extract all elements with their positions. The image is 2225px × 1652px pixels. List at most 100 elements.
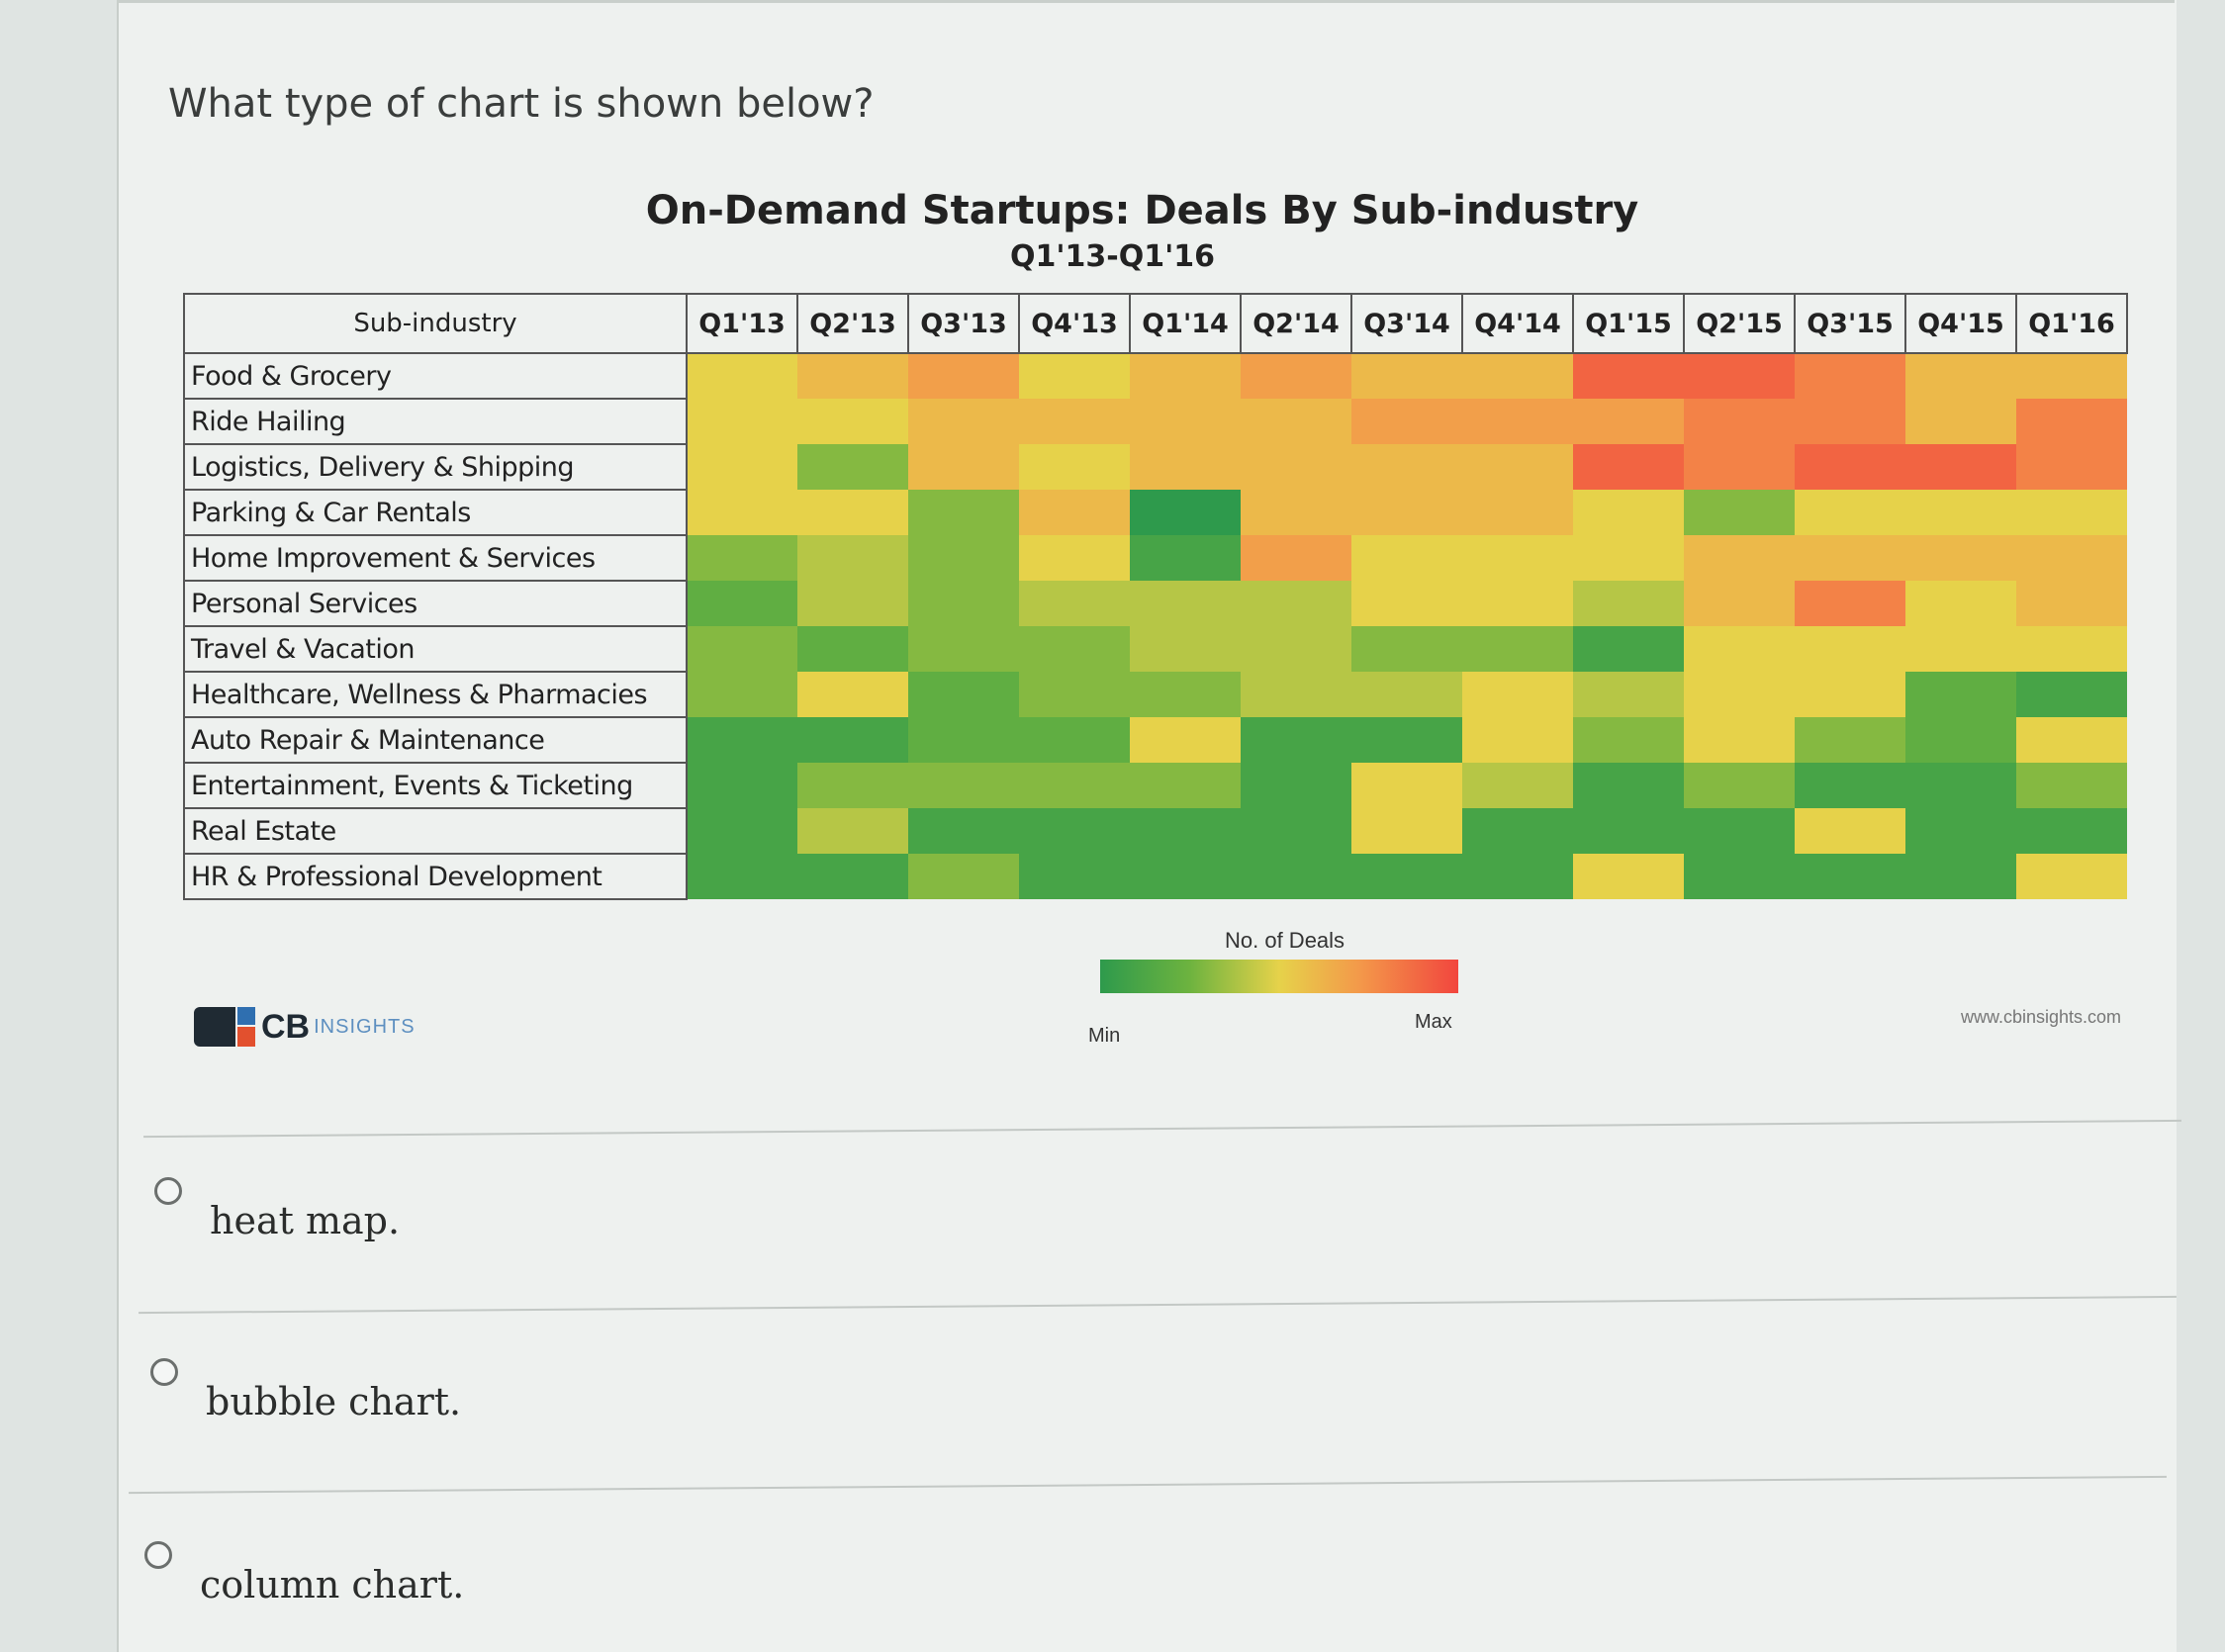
row-label: Parking & Car Rentals: [183, 489, 688, 536]
option-label[interactable]: column chart.: [200, 1563, 465, 1606]
heat-cell: [1684, 490, 1795, 535]
heat-cell: [1019, 490, 1130, 535]
option-column-chart[interactable]: column chart.: [144, 1541, 464, 1606]
heat-cell: [1573, 399, 1684, 444]
row-label: HR & Professional Development: [183, 853, 688, 900]
heat-cell: [1684, 717, 1795, 763]
panel-top-border: [117, 0, 2175, 3]
heat-cell: [908, 535, 1019, 581]
row-header: Sub-industry: [183, 293, 688, 354]
heat-cell: [687, 399, 797, 444]
heatmap-row: Home Improvement & Services: [183, 534, 2127, 582]
column-header: Q2'13: [796, 293, 909, 354]
column-header: Q1'16: [2015, 293, 2128, 354]
heat-cell: [797, 717, 908, 763]
heat-cell: [1795, 581, 1905, 626]
heat-cell: [1241, 490, 1351, 535]
heat-cell: [687, 581, 797, 626]
heat-cell: [1130, 535, 1241, 581]
heat-cell: [1462, 854, 1573, 899]
heat-cell: [1351, 444, 1462, 490]
heat-cell: [1462, 490, 1573, 535]
heat-cell: [1351, 763, 1462, 808]
heat-cell: [687, 626, 797, 672]
heat-cell: [797, 490, 908, 535]
heat-cell: [1573, 717, 1684, 763]
heat-cell: [797, 444, 908, 490]
heat-cell: [908, 444, 1019, 490]
heat-cell: [1130, 672, 1241, 717]
option-label[interactable]: bubble chart.: [206, 1380, 462, 1423]
heat-cell: [2016, 626, 2127, 672]
heat-cell: [687, 353, 797, 399]
heat-cell: [1462, 444, 1573, 490]
heat-cell: [687, 763, 797, 808]
heat-cell: [1905, 808, 2016, 854]
heat-cell: [1795, 717, 1905, 763]
heat-cell: [1905, 399, 2016, 444]
heat-cell: [1130, 854, 1241, 899]
radio-button[interactable]: [150, 1358, 178, 1386]
radio-button[interactable]: [154, 1177, 182, 1205]
heat-cell: [1462, 581, 1573, 626]
heat-cell: [687, 717, 797, 763]
heat-cell: [1351, 854, 1462, 899]
heat-cell: [1795, 626, 1905, 672]
heat-cell: [1905, 444, 2016, 490]
logo-text-bold: CB: [261, 1007, 311, 1046]
heat-cell: [1019, 444, 1130, 490]
heat-cell: [797, 535, 908, 581]
heat-cell: [1241, 808, 1351, 854]
heat-cell: [908, 399, 1019, 444]
heat-cell: [1573, 626, 1684, 672]
heat-cell: [1019, 353, 1130, 399]
heatmap-row: Real Estate: [183, 807, 2127, 855]
heat-cell: [1241, 444, 1351, 490]
heat-cell: [1905, 535, 2016, 581]
heat-cell: [1019, 854, 1130, 899]
heat-cell: [1130, 581, 1241, 626]
heat-cell: [1130, 717, 1241, 763]
heat-cell: [1351, 399, 1462, 444]
column-header: Q4'13: [1018, 293, 1131, 354]
heat-cell: [908, 854, 1019, 899]
heat-cell: [1684, 854, 1795, 899]
heat-cell: [908, 353, 1019, 399]
heat-cell: [1795, 444, 1905, 490]
heatmap-row: Parking & Car Rentals: [183, 489, 2127, 536]
heat-cell: [2016, 490, 2127, 535]
option-heat-map[interactable]: heat map.: [154, 1177, 400, 1242]
heat-cell: [1351, 808, 1462, 854]
heat-cell: [1795, 399, 1905, 444]
heat-cell: [687, 854, 797, 899]
heat-cell: [1241, 353, 1351, 399]
heatmap-body: Food & Grocery Ride Hailing Logistics, Del…: [183, 352, 2127, 900]
heat-cell: [1130, 626, 1241, 672]
heat-cell: [908, 626, 1019, 672]
heat-cell: [1684, 444, 1795, 490]
heat-cell: [1573, 672, 1684, 717]
heat-cell: [1573, 535, 1684, 581]
heatmap-row: HR & Professional Development: [183, 853, 2127, 900]
heat-cell: [1684, 535, 1795, 581]
radio-button[interactable]: [144, 1541, 172, 1569]
heatmap-row: Logistics, Delivery & Shipping: [183, 443, 2127, 491]
heat-cell: [687, 490, 797, 535]
heat-cell: [2016, 763, 2127, 808]
heat-cell: [1241, 535, 1351, 581]
row-label: Logistics, Delivery & Shipping: [183, 443, 688, 491]
heat-cell: [908, 808, 1019, 854]
heat-cell: [1684, 399, 1795, 444]
cb-insights-logo-icon: [194, 1007, 257, 1047]
option-label[interactable]: heat map.: [210, 1199, 401, 1242]
heat-cell: [1019, 717, 1130, 763]
option-bubble-chart[interactable]: bubble chart.: [150, 1358, 461, 1423]
heat-cell: [1241, 854, 1351, 899]
heat-cell: [1684, 626, 1795, 672]
heat-cell: [1019, 808, 1130, 854]
heat-cell: [1241, 399, 1351, 444]
heat-cell: [2016, 353, 2127, 399]
column-header: Q4'14: [1461, 293, 1574, 354]
heatmap-row: Travel & Vacation: [183, 625, 2127, 673]
heat-cell: [797, 808, 908, 854]
